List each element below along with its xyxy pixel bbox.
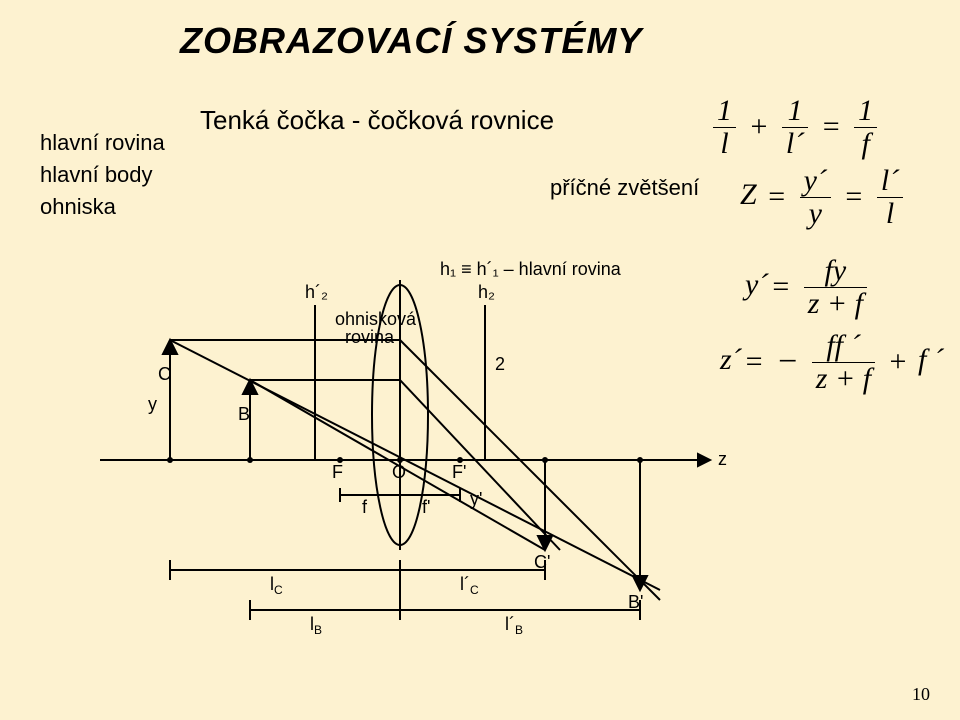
- eq-yprime: y´= fyz + f: [745, 255, 870, 319]
- magnification-label: příčné zvětšení: [550, 175, 699, 201]
- focal-plane-label: ohnisková rovina: [335, 309, 421, 347]
- h1-label: h₁ ≡ h´₁ – hlavní rovina: [440, 259, 622, 279]
- two-label: 2: [495, 354, 505, 374]
- C-label: C: [158, 364, 171, 384]
- h2-label: h₂: [478, 282, 495, 302]
- lens-diagram: h₁ ≡ h´₁ – hlavní rovina h´₂ h₂ 2 ohnisk…: [100, 250, 740, 670]
- lc-label: lC: [270, 574, 283, 597]
- page-number: 10: [912, 684, 930, 705]
- z-axis-label: z: [718, 449, 727, 469]
- fp-label: f': [422, 497, 430, 517]
- subtitle: Tenká čočka - čočková rovnice: [200, 105, 554, 136]
- eq-magnification: Z = y´y = l´l: [740, 165, 906, 229]
- lb-label: lB: [310, 614, 322, 637]
- page-title: ZOBRAZOVACÍ SYSTÉMY: [180, 20, 642, 62]
- h2p-label: h´₂: [305, 282, 328, 302]
- yp-label: y': [470, 489, 482, 509]
- side-labels: hlavní rovina hlavní body ohniska: [40, 130, 165, 226]
- B-label: B: [238, 404, 250, 424]
- lbp-label: l´B: [505, 614, 523, 637]
- label-points: hlavní body: [40, 162, 165, 188]
- Fp-label: F': [452, 462, 466, 482]
- Cp-label: C': [534, 552, 550, 572]
- eq-lens: 1l + 1l´ = 1f: [710, 95, 880, 159]
- label-plane: hlavní rovina: [40, 130, 165, 156]
- F-label: F: [332, 462, 343, 482]
- f-label: f: [362, 497, 368, 517]
- label-foci: ohniska: [40, 194, 165, 220]
- lcp-label: l´C: [460, 574, 479, 597]
- O-label: O: [392, 462, 406, 482]
- Bp-label: B': [628, 592, 643, 612]
- eq-zprime: z´= − ff ´z + f + f ´: [720, 330, 944, 394]
- y-label: y: [148, 394, 157, 414]
